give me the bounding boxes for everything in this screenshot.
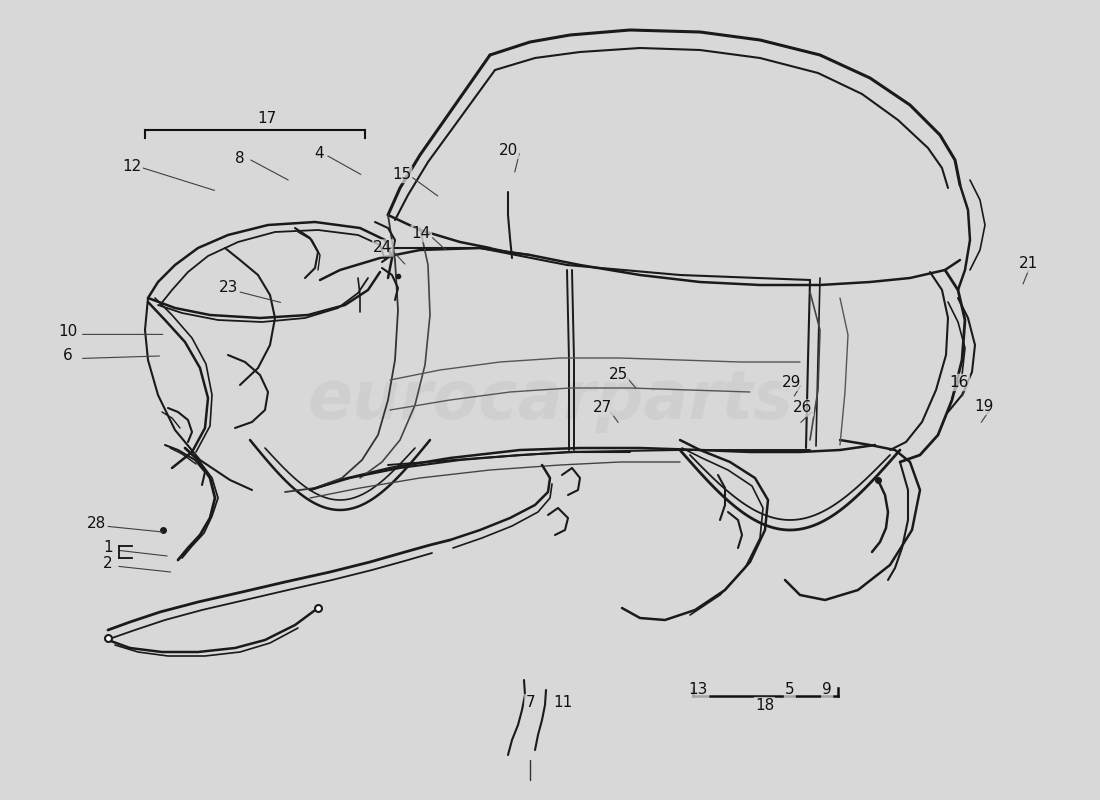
Text: 5: 5 (785, 682, 794, 697)
Text: 10: 10 (58, 325, 78, 339)
Text: 13: 13 (689, 682, 708, 697)
Text: 1: 1 (103, 541, 112, 555)
Text: 28: 28 (87, 517, 107, 531)
Text: 17: 17 (257, 111, 277, 126)
Text: 15: 15 (392, 167, 411, 182)
Text: eurocarparts: eurocarparts (307, 367, 793, 433)
Text: 23: 23 (219, 281, 239, 295)
Text: 16: 16 (949, 375, 969, 390)
Text: 26: 26 (793, 401, 813, 415)
Text: 9: 9 (823, 682, 832, 697)
Text: 27: 27 (593, 401, 613, 415)
Text: 18: 18 (755, 698, 774, 713)
Text: 4: 4 (315, 146, 323, 161)
Text: 11: 11 (553, 695, 573, 710)
Text: 8: 8 (235, 151, 244, 166)
Text: 24: 24 (373, 241, 393, 255)
Text: 25: 25 (608, 367, 628, 382)
Text: 19: 19 (975, 399, 994, 414)
Text: 29: 29 (782, 375, 802, 390)
Text: 12: 12 (122, 159, 142, 174)
Text: 14: 14 (411, 226, 431, 241)
Text: 21: 21 (1019, 257, 1038, 271)
Text: 6: 6 (64, 349, 73, 363)
Text: 2: 2 (103, 557, 112, 571)
Text: 7: 7 (526, 695, 535, 710)
Text: 20: 20 (498, 143, 518, 158)
